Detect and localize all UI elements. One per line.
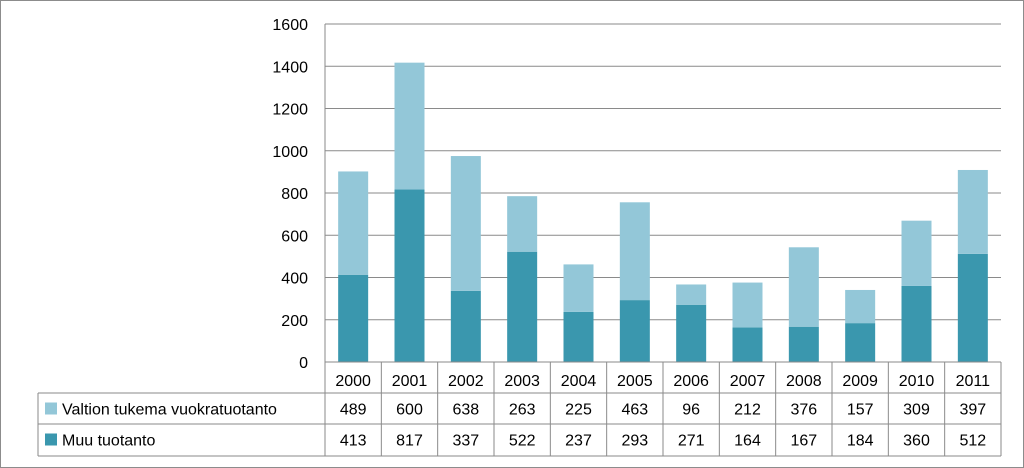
bar-segment [732, 282, 763, 328]
category-label: 2005 [617, 373, 653, 390]
table-value: 271 [678, 433, 705, 450]
table-value: 96 [682, 402, 700, 419]
y-tick-label: 200 [281, 313, 308, 330]
bar-segment [788, 247, 819, 327]
bar-segment [450, 290, 481, 362]
legend-swatch [45, 402, 57, 415]
legend-swatch [45, 433, 57, 446]
bar-segment [845, 289, 876, 324]
bar-segment [563, 264, 594, 312]
category-label: 2008 [786, 373, 822, 390]
table-value: 413 [340, 433, 367, 450]
bar-segment [619, 300, 650, 362]
table-value: 184 [847, 433, 874, 450]
series-1 [338, 62, 988, 328]
table-value: 237 [565, 433, 592, 450]
category-label: 2011 [956, 373, 991, 390]
table-value: 309 [903, 402, 930, 419]
bar-segment [957, 169, 988, 254]
table-value: 397 [959, 402, 986, 419]
y-tick-label: 1400 [272, 59, 308, 76]
table-value: 157 [847, 402, 874, 419]
table-value: 225 [565, 402, 592, 419]
series-0 [338, 189, 988, 362]
y-tick-label: 0 [299, 355, 308, 372]
category-label: 2000 [335, 373, 371, 390]
category-label: 2001 [392, 373, 428, 390]
bar-segment [563, 311, 594, 362]
y-tick-label: 1200 [272, 102, 308, 119]
bar-segment [338, 274, 369, 362]
y-tick-label: 600 [281, 228, 308, 245]
bar-segment [845, 323, 876, 362]
table-value: 263 [509, 402, 536, 419]
bar-segment [676, 304, 707, 362]
bar-segment [732, 327, 763, 362]
bar-segment [507, 196, 538, 252]
category-label: 2009 [842, 373, 878, 390]
category-label: 2007 [730, 373, 766, 390]
category-label: 2002 [448, 373, 484, 390]
x-axis-categories: 2000 2001 2002 2003 2004 2005 2006 2007 2008 2009… [335, 373, 990, 390]
table-value: 167 [790, 433, 817, 450]
bar-segment [338, 171, 369, 275]
bar-segment [901, 220, 932, 286]
table-value: 337 [452, 433, 479, 450]
bar-segment [619, 202, 650, 301]
bar-segment [507, 251, 538, 362]
bars [338, 62, 988, 362]
table-value: 600 [396, 402, 423, 419]
bar-segment [676, 284, 707, 305]
bar-segment [901, 285, 932, 362]
table-row: Muu tuotanto 413 817 337 522 237 293 271 164 167 1… [45, 433, 986, 450]
y-tick-label: 1600 [272, 17, 308, 34]
category-label: 2004 [561, 373, 597, 390]
table-value: 638 [452, 402, 479, 419]
table-row: Valtion tukema vuokratuotanto 489 600 638 26… [45, 402, 986, 419]
bar-segment [450, 156, 481, 291]
table-value: 376 [790, 402, 817, 419]
legend-label: Muu tuotanto [62, 433, 156, 450]
bar-segment [394, 189, 425, 362]
y-tick-label: 800 [281, 186, 308, 203]
table-value: 512 [959, 433, 986, 450]
bar-segment [394, 62, 425, 190]
table-value: 817 [396, 433, 423, 450]
table-value: 360 [903, 433, 930, 450]
table-value: 164 [734, 433, 761, 450]
table-value: 293 [621, 433, 648, 450]
table-value: 463 [621, 402, 648, 419]
y-tick-label: 400 [281, 271, 308, 288]
bar-segment [957, 253, 988, 362]
bar-segment [788, 326, 819, 362]
table-value: 522 [509, 433, 536, 450]
category-label: 2010 [899, 373, 935, 390]
y-axis-ticks: 0 200 400 600 800 1000 1200 1400 1600 [272, 17, 308, 372]
y-tick-label: 1000 [272, 144, 308, 161]
table-value: 489 [340, 402, 367, 419]
category-label: 2003 [504, 373, 540, 390]
table-value: 212 [734, 402, 761, 419]
legend-label: Valtion tukema vuokratuotanto [62, 402, 277, 419]
gridlines [325, 23, 1001, 321]
category-label: 2006 [673, 373, 709, 390]
data-table: Valtion tukema vuokratuotanto 489 600 638 26… [37, 24, 1002, 457]
